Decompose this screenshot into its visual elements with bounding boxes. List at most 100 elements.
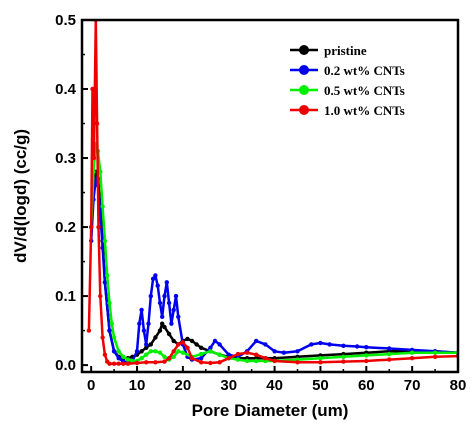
x-tick-label: 60 (358, 377, 375, 394)
data-point (295, 349, 300, 354)
data-point (226, 352, 231, 357)
data-point (244, 350, 250, 355)
data-point (153, 335, 158, 340)
data-point (217, 360, 222, 365)
data-point (364, 345, 369, 350)
legend-item: 0.2 wt% CNTs (290, 63, 405, 78)
data-point (150, 276, 156, 281)
data-point (105, 273, 110, 278)
legend-swatch-marker (299, 85, 309, 95)
legend-label: pristine (324, 43, 367, 58)
data-point (111, 361, 117, 366)
data-point (176, 349, 181, 354)
legend-item: 0.5 wt% CNTs (290, 83, 405, 98)
data-point (309, 342, 314, 347)
y-tick-label: 0.4 (55, 81, 77, 98)
data-point (160, 321, 165, 326)
data-point (109, 321, 115, 326)
data-point (318, 356, 323, 361)
data-point (153, 349, 158, 354)
y-axis-title: dV/d(logd) (cc/g) (11, 129, 30, 263)
data-point (157, 300, 163, 306)
series-3 (86, 20, 458, 366)
data-point (107, 300, 112, 306)
legend-swatch-marker (299, 105, 309, 115)
data-point (354, 344, 360, 349)
data-point (171, 349, 176, 354)
legend-swatch-marker (299, 65, 309, 75)
data-point (169, 321, 174, 326)
data-point (387, 357, 392, 362)
data-point (364, 353, 369, 358)
data-point (341, 354, 346, 359)
data-point (254, 352, 259, 357)
data-point (432, 354, 438, 359)
data-point (217, 352, 222, 357)
data-point (166, 300, 172, 306)
y-tick-label: 0.1 (55, 288, 76, 305)
data-point (98, 293, 103, 299)
data-point (263, 342, 268, 347)
data-point (254, 338, 259, 344)
data-point (153, 360, 158, 365)
data-point (318, 340, 323, 346)
series-layer (86, 20, 458, 366)
data-point (281, 350, 286, 355)
data-point (100, 335, 105, 340)
data-point (199, 360, 204, 365)
y-tick-label: 0.0 (55, 357, 76, 374)
y-tick-label: 0.3 (55, 150, 76, 167)
data-point (189, 356, 195, 361)
data-point (235, 351, 241, 357)
data-point (125, 361, 131, 366)
x-tick-label: 40 (266, 377, 283, 394)
data-point (98, 169, 103, 174)
data-point (217, 342, 222, 347)
data-point (157, 328, 163, 333)
data-point (171, 307, 176, 313)
data-point (102, 352, 108, 357)
data-point (409, 350, 415, 355)
data-point (125, 357, 131, 362)
x-tick-label: 10 (129, 377, 146, 394)
data-point (432, 350, 438, 355)
data-point (121, 354, 126, 359)
legend: pristine 0.2 wt% CNTs 0.5 wt% CNTs 1.0 wt% … (290, 43, 405, 118)
data-point (116, 356, 121, 361)
data-point (144, 352, 149, 357)
data-point (199, 351, 204, 357)
tick-layer: 0 10 20 30 40 50 60 70 80 0.0 0.1 0.2 0.3 0.4 0.5 (55, 12, 466, 394)
x-tick-label: 20 (175, 377, 192, 394)
data-point (148, 349, 153, 354)
data-point (341, 359, 346, 364)
x-tick-label: 30 (220, 377, 237, 394)
legend-label: 0.5 wt% CNTs (324, 83, 405, 98)
data-point (235, 357, 241, 362)
legend-item: 1.0 wt% CNTs (290, 103, 405, 118)
data-point (199, 356, 204, 361)
data-point (162, 324, 167, 330)
data-point (341, 343, 346, 348)
data-point (212, 338, 218, 344)
legend-label: 1.0 wt% CNTs (324, 103, 405, 118)
legend-label: 0.2 wt% CNTs (324, 63, 405, 78)
data-point (162, 293, 167, 299)
data-point (102, 238, 108, 244)
data-point (146, 321, 151, 326)
data-point (162, 354, 167, 359)
legend-item: pristine (290, 43, 367, 58)
data-point (171, 354, 176, 359)
data-point (100, 204, 105, 209)
data-point (272, 349, 277, 354)
data-point (139, 307, 144, 313)
data-point (160, 314, 165, 319)
data-point (89, 224, 94, 230)
data-point (166, 331, 172, 337)
data-point (176, 342, 181, 347)
data-point (272, 358, 277, 364)
data-point (116, 349, 121, 354)
data-point (295, 360, 300, 365)
data-point (387, 351, 392, 357)
data-point (173, 293, 179, 299)
